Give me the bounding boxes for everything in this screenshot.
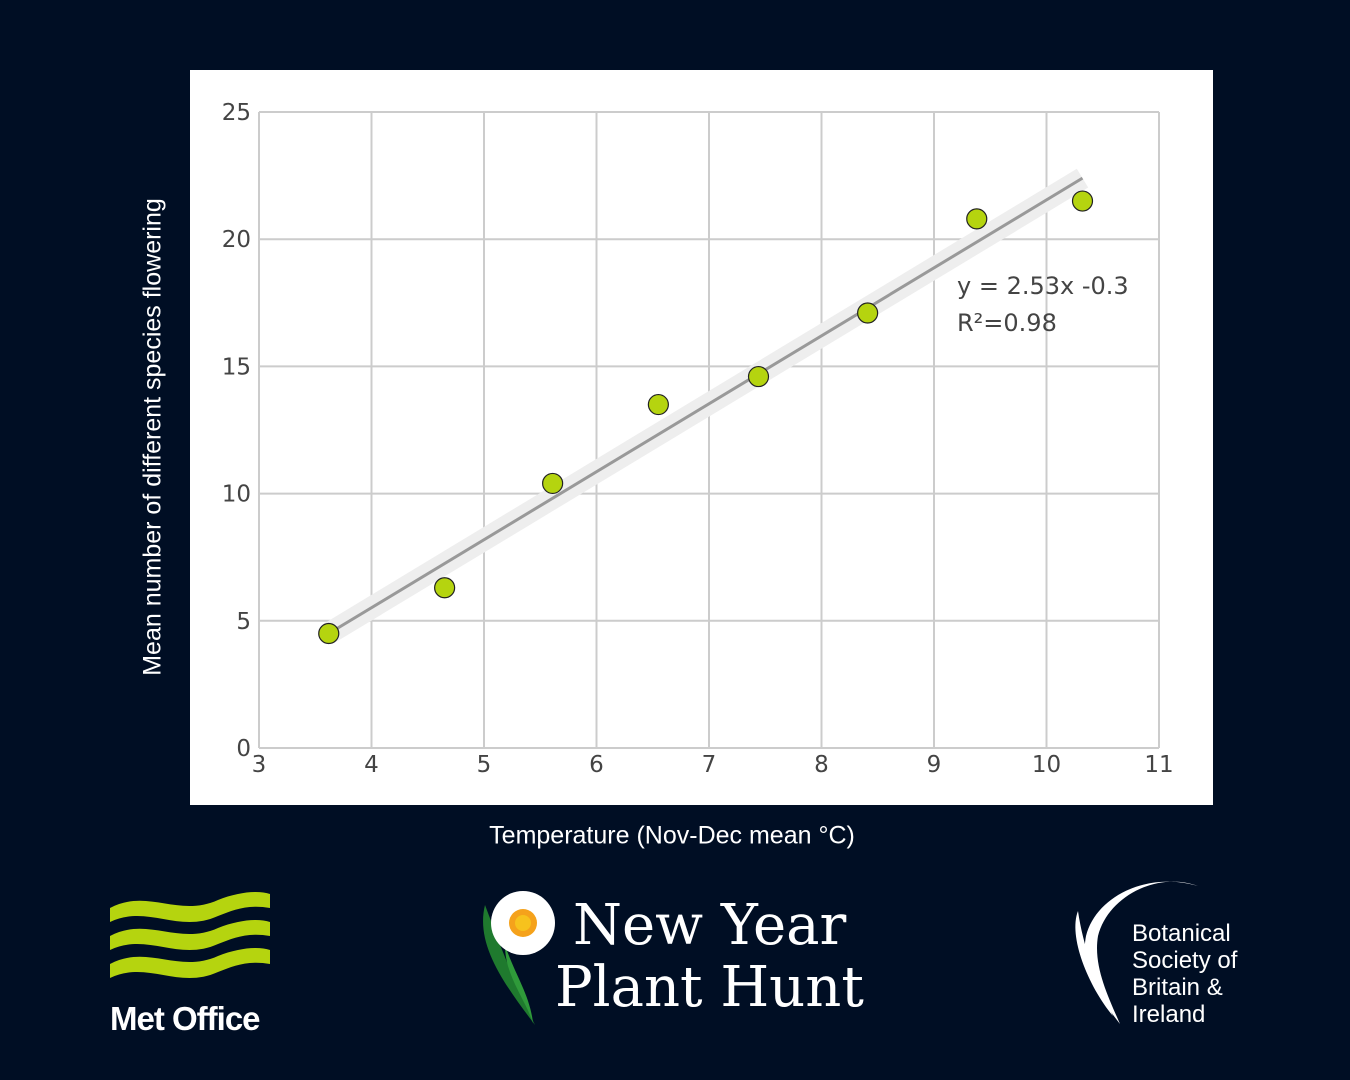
x-axis-label: Temperature (Nov-Dec mean °C) <box>489 821 855 850</box>
data-point <box>647 393 669 416</box>
data-point <box>318 622 340 645</box>
daisy-logo-icon <box>483 891 555 1025</box>
y-axis-label: Mean number of different species floweri… <box>138 198 167 676</box>
chart-panel: 3 4 5 6 7 8 9 10 11 0 5 10 15 20 25 y = 2.53x -0.3 R²=0.… <box>190 70 1213 805</box>
bsbi-swoosh-logo <box>1075 881 1198 1024</box>
equation-label: y = 2.53x -0.3 <box>957 272 1129 300</box>
scatter-chart: 3 4 5 6 7 8 9 10 11 0 5 10 15 20 25 y = 2.53x -0.3 R²=0.… <box>222 100 1174 778</box>
bsbi-logo-text: Botanical Society of Britain & Ireland <box>1132 920 1237 1028</box>
x-tick-label: 11 <box>1144 752 1173 778</box>
y-tick-label: 15 <box>222 354 251 380</box>
met-office-waves-logo <box>110 892 270 978</box>
met-office-logo-text: Met Office <box>110 1000 261 1037</box>
bsbi-line: Botanical <box>1132 920 1231 947</box>
new-year-plant-hunt-logo: New Year Plant Hunt <box>555 895 864 1019</box>
x-tick-label: 3 <box>252 752 267 778</box>
x-tick-label: 10 <box>1032 752 1061 778</box>
y-tick-label: 10 <box>222 482 251 508</box>
x-tick-label: 5 <box>477 752 492 778</box>
bsbi-line: Ireland <box>1132 1001 1206 1028</box>
trendline <box>327 176 1084 635</box>
data-point <box>966 208 988 230</box>
data-point <box>542 472 564 495</box>
x-tick-label: 6 <box>589 752 604 778</box>
y-tick-label: 20 <box>222 227 251 253</box>
data-point <box>747 365 770 388</box>
nyph-line1: New Year <box>573 893 847 958</box>
y-tick-label: 5 <box>236 609 251 635</box>
data-point <box>1071 190 1094 212</box>
nyph-line2: Plant Hunt <box>555 955 864 1020</box>
x-tick-label: 8 <box>814 752 829 778</box>
data-point <box>857 302 879 324</box>
x-tick-label: 7 <box>702 752 717 778</box>
y-tick-label: 25 <box>222 100 251 126</box>
x-tick-label: 9 <box>927 752 942 778</box>
data-point <box>434 577 456 599</box>
bsbi-line: Britain & <box>1132 974 1223 1001</box>
y-tick-label: 0 <box>236 736 251 762</box>
x-tick-label: 4 <box>364 752 379 778</box>
r-squared-label: R²=0.98 <box>957 309 1057 337</box>
bsbi-line: Society of <box>1132 947 1238 974</box>
